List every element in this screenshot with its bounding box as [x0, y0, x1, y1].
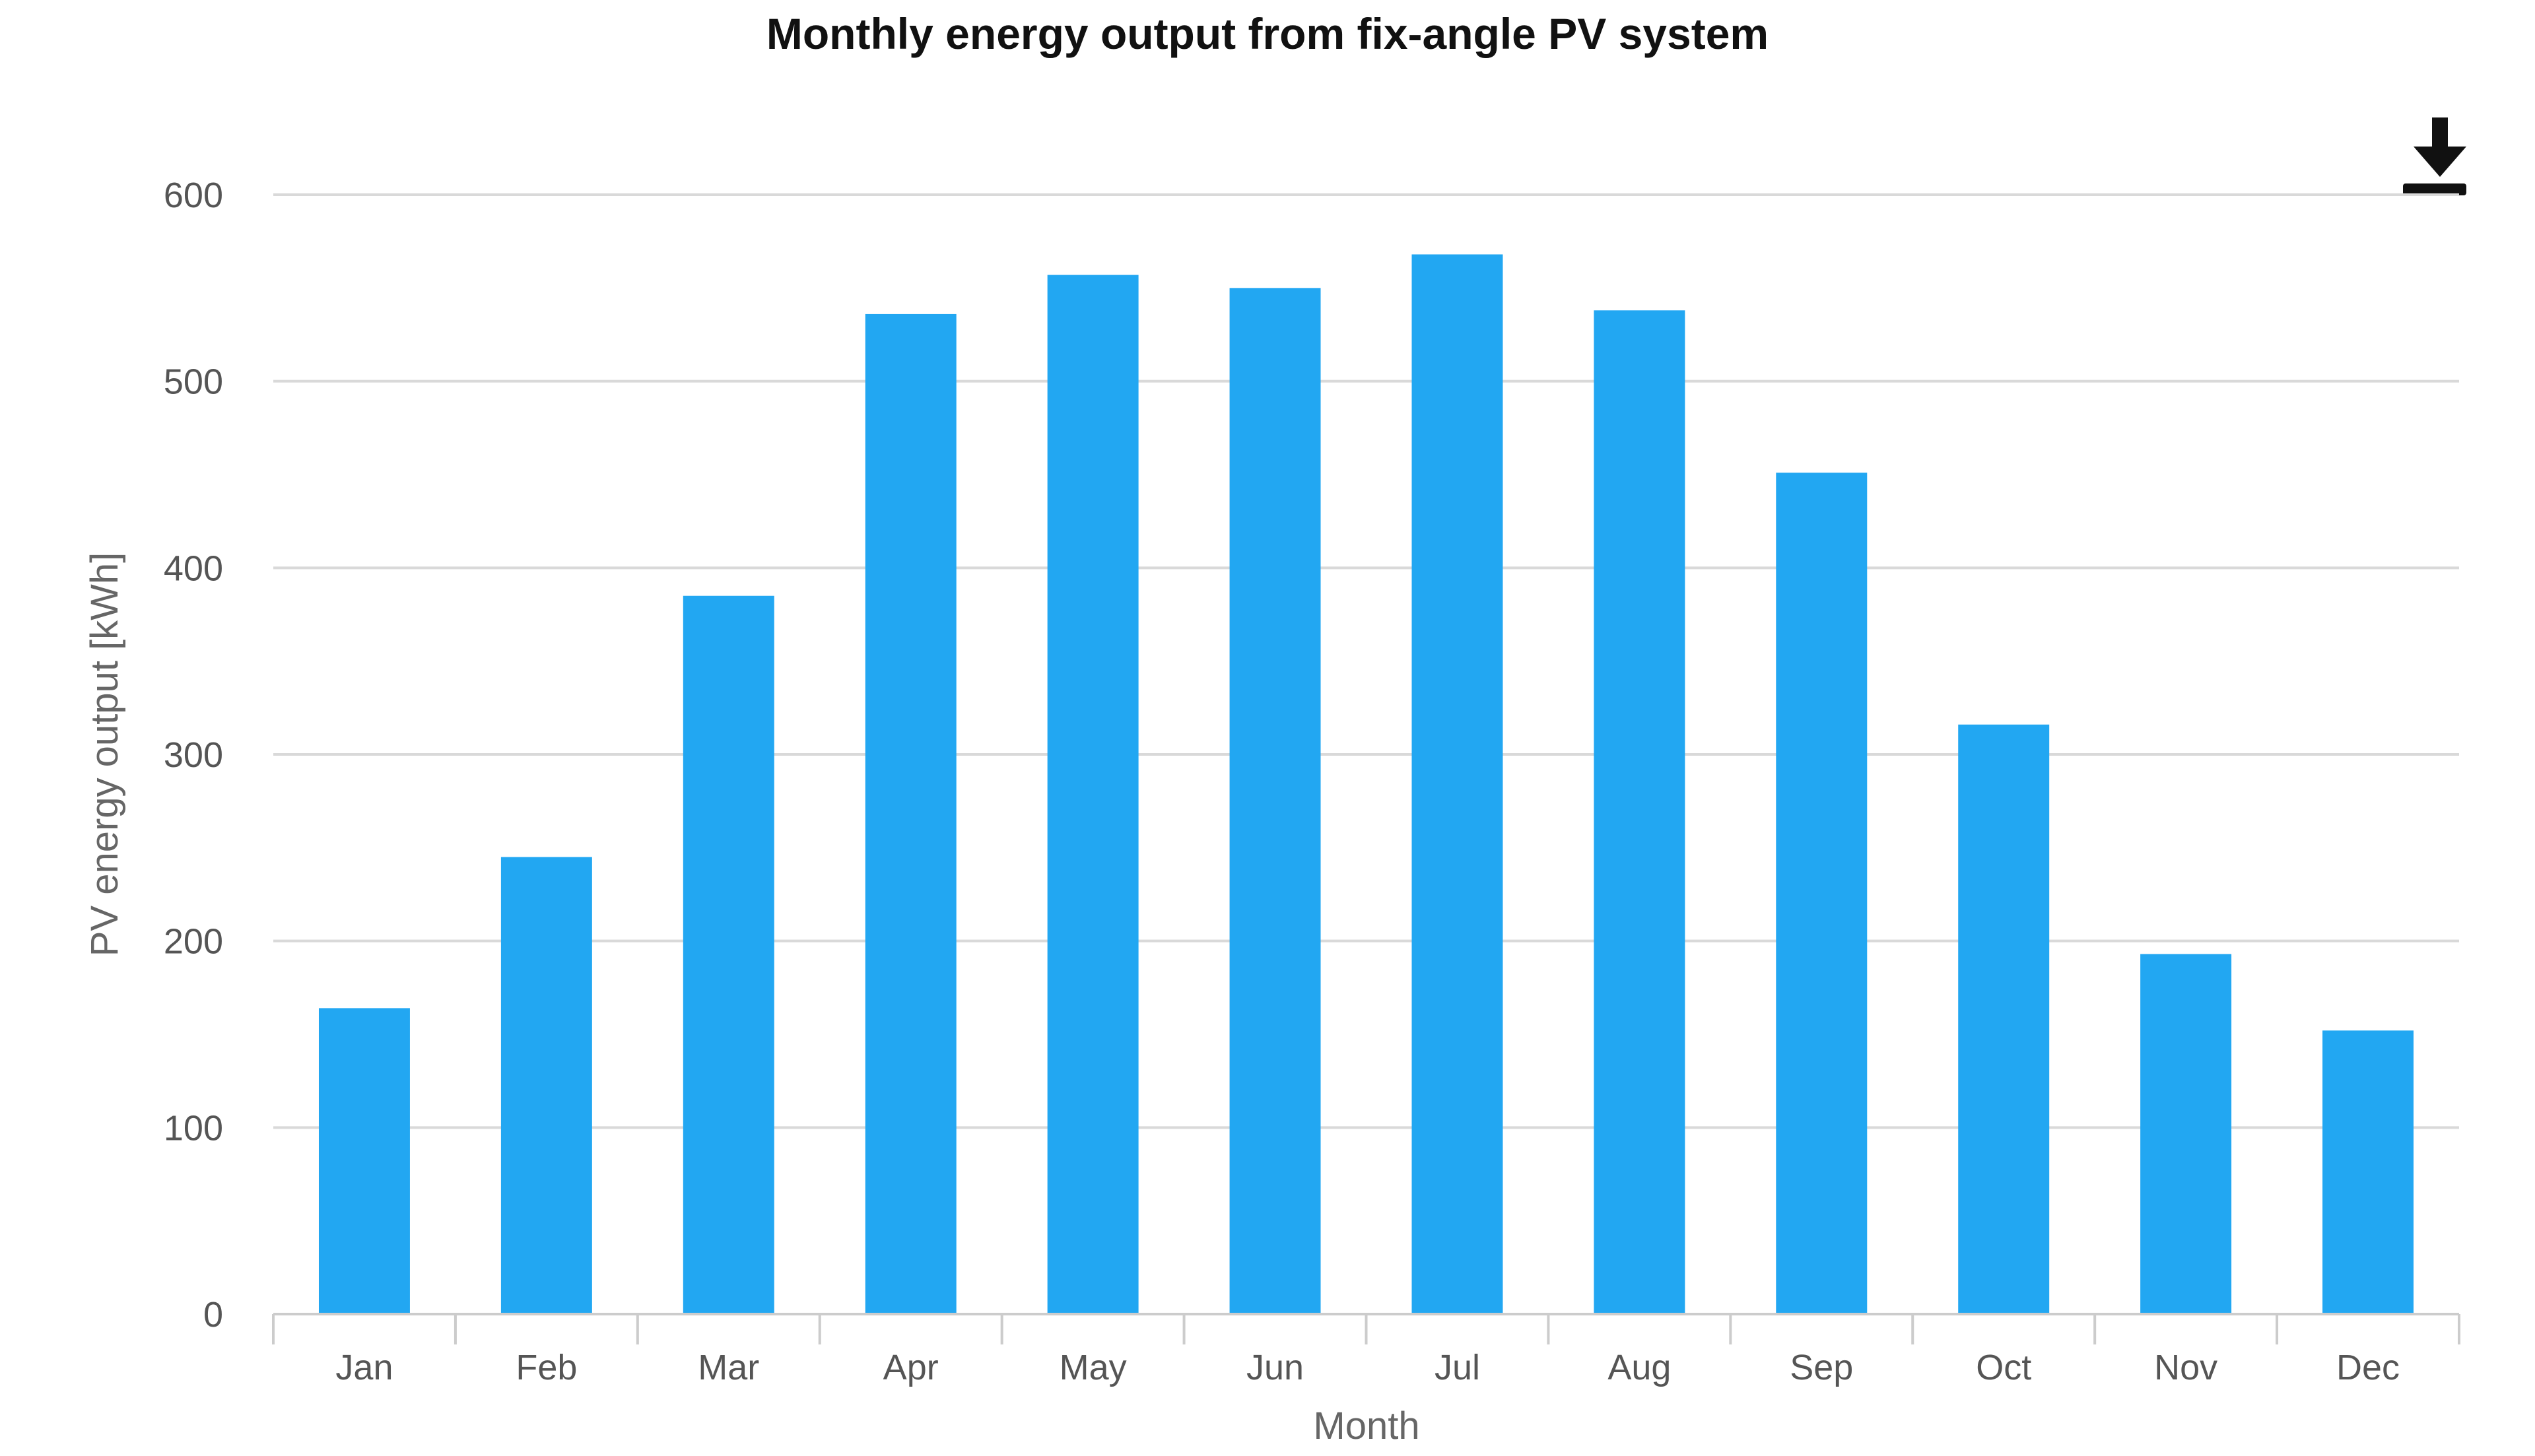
bar-sep[interactable]	[1776, 473, 1868, 1314]
x-tick-label: Feb	[516, 1348, 577, 1387]
bar-mar[interactable]	[683, 595, 774, 1314]
y-tick-label: 400	[164, 548, 223, 588]
bar-jun[interactable]	[1229, 288, 1321, 1314]
bar-feb[interactable]	[500, 857, 592, 1314]
y-tick-label: 600	[164, 176, 223, 215]
y-axis-title: PV energy output [kWh]	[83, 552, 126, 957]
x-tick-label: Dec	[2336, 1348, 2400, 1387]
bar-may[interactable]	[1047, 275, 1139, 1315]
bar-jul[interactable]	[1411, 254, 1503, 1314]
download-icon	[2403, 117, 2466, 195]
y-tick-label: 0	[203, 1295, 223, 1335]
x-tick-label: Apr	[883, 1348, 939, 1387]
bar-apr[interactable]	[865, 314, 957, 1314]
x-axis-title: Month	[1313, 1405, 1419, 1447]
x-tick-label: May	[1060, 1348, 1127, 1387]
y-tick-label: 200	[164, 922, 223, 962]
x-axis	[272, 1313, 2460, 1344]
x-tick-label: Sep	[1790, 1348, 1853, 1387]
x-tick-label: Oct	[1976, 1348, 2031, 1387]
x-tick-label: Aug	[1607, 1348, 1671, 1387]
x-tick-label: Mar	[698, 1348, 759, 1387]
x-axis-tick-labels: Jan Feb Mar Apr May Jun Jul Aug Sep Oct Nov Dec	[335, 1348, 2400, 1387]
x-tick-label: Nov	[2154, 1348, 2217, 1387]
y-axis-tick-labels: 0 100 200 300 400 500 600	[164, 176, 223, 1335]
y-tick-label: 100	[164, 1108, 223, 1148]
x-tick-label: Jul	[1435, 1348, 1480, 1387]
grid-lines	[273, 193, 2459, 1129]
x-tick-label: Jun	[1246, 1348, 1304, 1387]
bar-oct[interactable]	[1958, 724, 2050, 1314]
chart-title: Monthly energy output from fix-angle PV …	[766, 9, 1769, 58]
x-tick-label: Jan	[335, 1348, 393, 1387]
y-tick-label: 300	[164, 735, 223, 775]
bars	[318, 254, 2414, 1315]
bar-jan[interactable]	[318, 1008, 410, 1314]
bar-aug[interactable]	[1594, 310, 1685, 1315]
bar-dec[interactable]	[2322, 1030, 2414, 1314]
y-tick-label: 500	[164, 362, 223, 402]
download-button[interactable]	[2403, 117, 2466, 195]
bar-nov[interactable]	[2140, 954, 2232, 1314]
